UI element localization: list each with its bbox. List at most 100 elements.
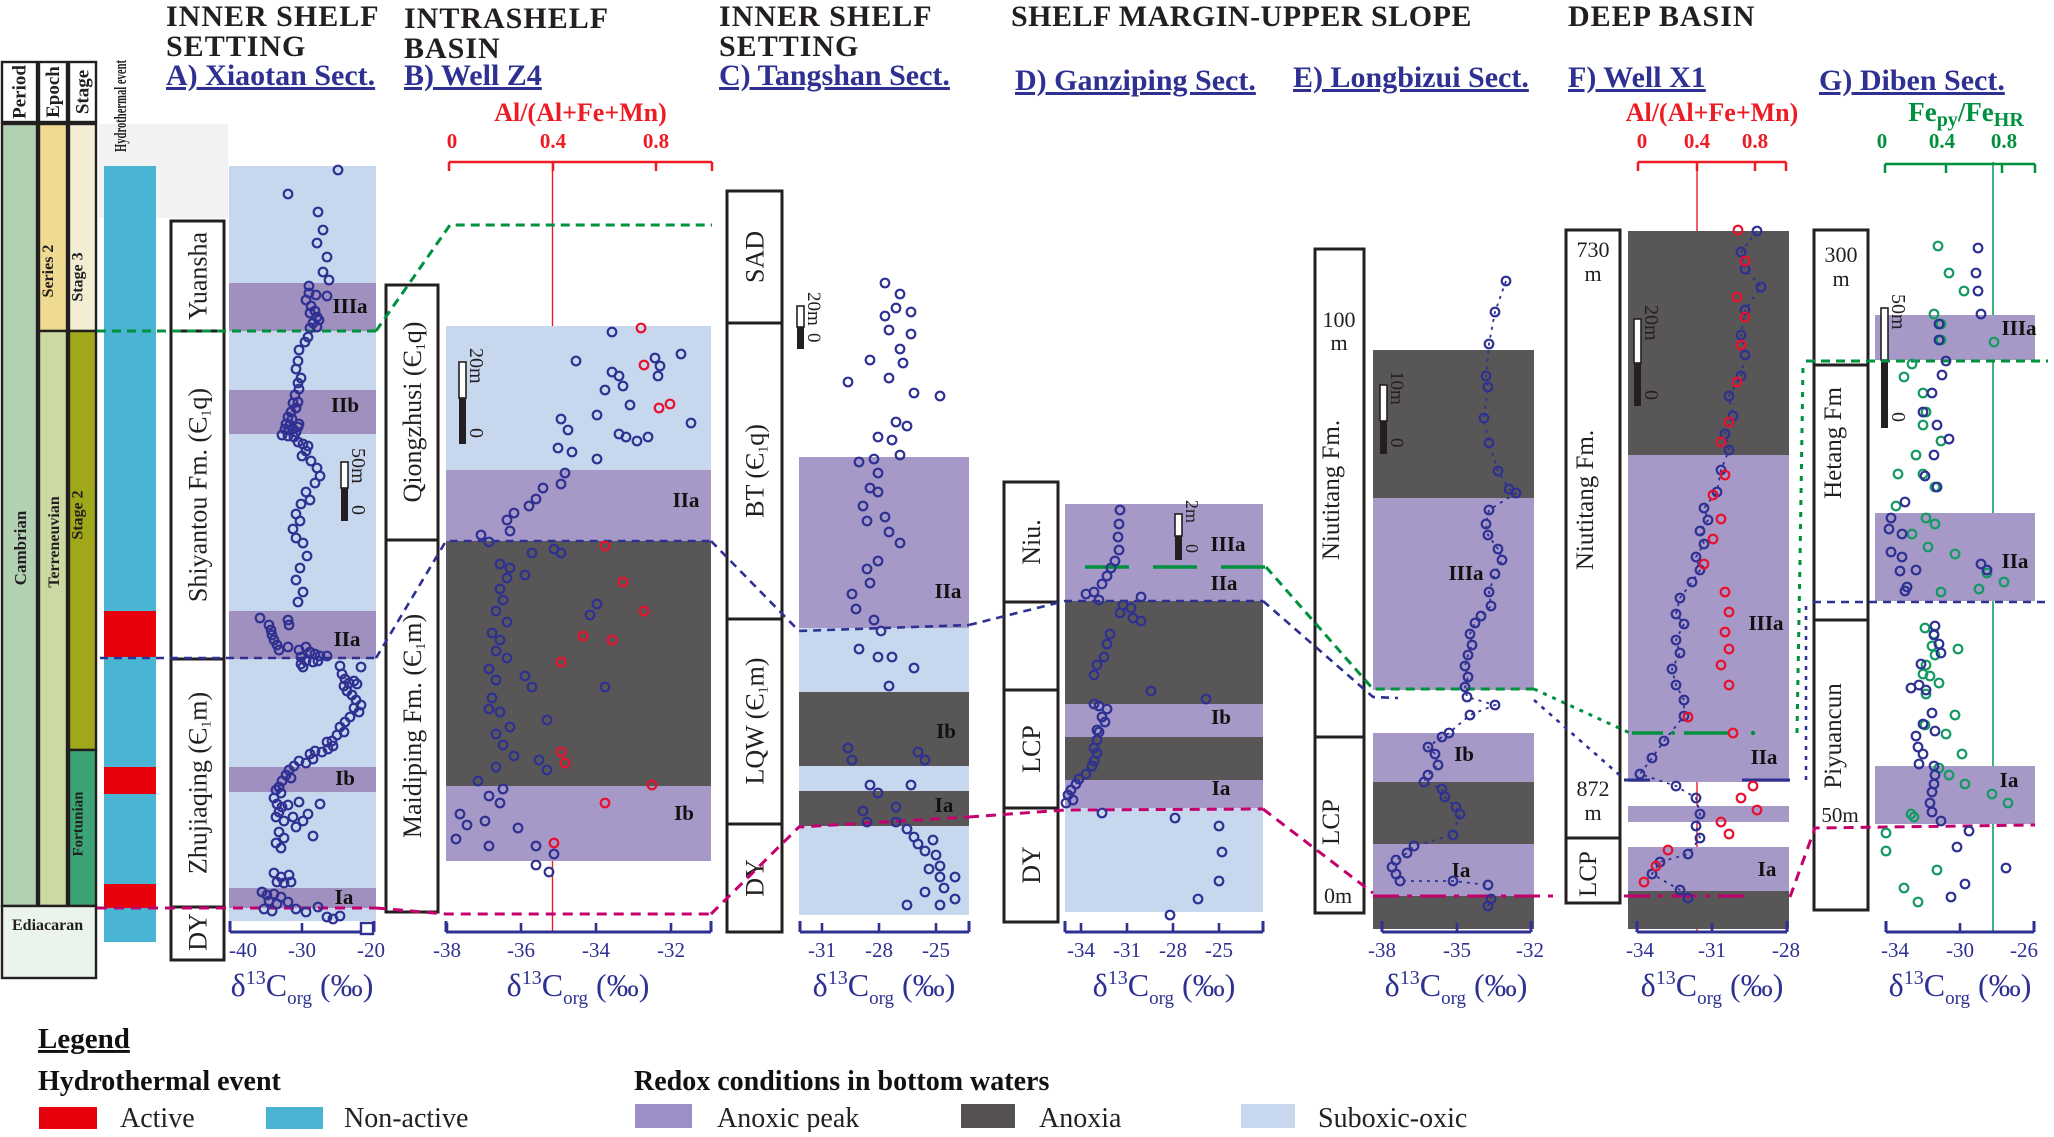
svg-text:300: 300 (1825, 242, 1858, 267)
svg-text:Ia: Ia (935, 793, 954, 817)
svg-text:-26: -26 (2010, 938, 2038, 962)
svg-text:Ib: Ib (335, 766, 355, 790)
svg-text:IIa: IIa (673, 488, 700, 512)
svg-text:E) Longbizui Sect.: E) Longbizui Sect. (1293, 61, 1529, 94)
svg-text:-38: -38 (433, 938, 461, 962)
svg-text:0: 0 (1640, 390, 1662, 400)
svg-text:SETTING: SETTING (719, 30, 859, 63)
svg-text:0: 0 (1386, 438, 1407, 448)
svg-text:Ib: Ib (1211, 705, 1231, 729)
svg-text:Piyuancun: Piyuancun (1820, 683, 1847, 789)
svg-text:C) Tangshan Sect.: C) Tangshan Sect. (719, 59, 950, 92)
svg-text:Non-active: Non-active (344, 1103, 468, 1132)
svg-text:Ib: Ib (1454, 742, 1474, 766)
svg-text:F) Well X1: F) Well X1 (1568, 61, 1706, 94)
svg-text:IIb: IIb (331, 393, 359, 417)
svg-text:Stage 2: Stage 2 (70, 490, 87, 539)
svg-text:0.4: 0.4 (1684, 129, 1711, 153)
svg-text:-32: -32 (657, 938, 685, 962)
svg-text:-28: -28 (1159, 938, 1187, 962)
svg-text:-36: -36 (507, 938, 535, 962)
svg-text:0: 0 (1877, 129, 1888, 153)
svg-text:Ia: Ia (1758, 857, 1777, 881)
svg-text:100: 100 (1323, 307, 1356, 332)
svg-text:δ13Corg (‰): δ13Corg (‰) (1385, 967, 1528, 1009)
svg-text:Stage: Stage (73, 70, 94, 114)
svg-text:-25: -25 (922, 938, 950, 962)
svg-text:-34: -34 (1626, 938, 1654, 962)
svg-text:-31: -31 (1698, 938, 1726, 962)
svg-text:-35: -35 (1443, 938, 1471, 962)
svg-text:-34: -34 (1881, 938, 1909, 962)
svg-text:Redox conditions in bottom wat: Redox conditions in bottom waters (634, 1066, 1049, 1097)
svg-text:INNER SHELF: INNER SHELF (166, 0, 380, 33)
svg-text:Al/(Al+Fe+Mn): Al/(Al+Fe+Mn) (1626, 98, 1799, 127)
svg-text:Ia: Ia (1212, 776, 1231, 800)
svg-text:20m: 20m (465, 348, 487, 384)
svg-text:-31: -31 (1113, 938, 1141, 962)
svg-text:0.8: 0.8 (1742, 129, 1768, 153)
svg-text:-28: -28 (1772, 938, 1800, 962)
svg-text:A) Xiaotan Sect.: A) Xiaotan Sect. (166, 59, 375, 92)
svg-text:2m: 2m (1182, 500, 1202, 523)
svg-text:DY: DY (1017, 846, 1046, 884)
svg-text:Niutitang Fm.: Niutitang Fm. (1318, 420, 1345, 560)
svg-text:G) Diben Sect.: G) Diben Sect. (1819, 64, 2005, 97)
svg-text:IIa: IIa (2002, 549, 2029, 573)
svg-text:Maidiping Fm. (Є1m): Maidiping Fm. (Є1m) (398, 614, 429, 838)
svg-text:Anoxia: Anoxia (1039, 1103, 1122, 1132)
svg-text:-28: -28 (865, 938, 893, 962)
svg-text:-20: -20 (357, 938, 385, 962)
svg-text:IIa: IIa (1751, 745, 1778, 769)
svg-text:-34: -34 (582, 938, 610, 962)
svg-text:20m: 20m (803, 292, 824, 326)
svg-text:0.8: 0.8 (643, 129, 669, 153)
svg-text:Epoch: Epoch (43, 66, 64, 118)
svg-text:IIIa: IIIa (1748, 611, 1784, 635)
svg-text:Fortunian: Fortunian (71, 791, 87, 857)
svg-text:Terreneuvian: Terreneuvian (46, 496, 63, 588)
svg-text:-31: -31 (808, 938, 836, 962)
svg-text:Series 2: Series 2 (40, 245, 57, 298)
svg-text:BASIN: BASIN (404, 32, 501, 65)
svg-text:Hetang Fm: Hetang Fm (1820, 387, 1847, 499)
svg-text:0: 0 (347, 505, 369, 515)
svg-text:IIa: IIa (935, 579, 962, 603)
svg-text:Zhujiaqing (Є1m): Zhujiaqing (Є1m) (184, 692, 215, 874)
svg-text:m: m (1832, 266, 1849, 291)
svg-text:B) Well Z4: B) Well Z4 (404, 59, 542, 92)
svg-text:LCP: LCP (1575, 851, 1602, 897)
svg-text:872: 872 (1577, 776, 1610, 801)
svg-text:-38: -38 (1368, 938, 1396, 962)
svg-text:LCP: LCP (1017, 725, 1046, 773)
svg-text:IIIa: IIIa (1210, 532, 1246, 556)
svg-text:IIa: IIa (334, 627, 361, 651)
svg-text:-25: -25 (1205, 938, 1233, 962)
svg-text:0.8: 0.8 (1991, 129, 2017, 153)
svg-text:Ia: Ia (2000, 768, 2019, 792)
svg-text:0: 0 (465, 428, 487, 438)
svg-text:0: 0 (1182, 544, 1202, 553)
svg-text:Anoxic peak: Anoxic peak (717, 1103, 859, 1132)
svg-text:Yuansha: Yuansha (184, 231, 213, 320)
svg-text:0: 0 (447, 129, 458, 153)
svg-text:Hydrothermal event: Hydrothermal event (38, 1066, 282, 1097)
svg-text:m: m (1584, 261, 1601, 286)
svg-text:Active: Active (120, 1103, 195, 1132)
svg-text:Suboxic-oxic: Suboxic-oxic (1318, 1103, 1467, 1132)
svg-text:DEEP BASIN: DEEP BASIN (1568, 0, 1756, 33)
svg-text:Ib: Ib (936, 719, 956, 743)
svg-text:Niutitang Fm.: Niutitang Fm. (1572, 430, 1599, 570)
svg-text:Ia: Ia (1452, 858, 1471, 882)
svg-text:Ib: Ib (674, 801, 694, 825)
svg-text:Cambrian: Cambrian (11, 510, 30, 585)
svg-text:Hydrothermal event: Hydrothermal event (111, 60, 130, 152)
svg-text:SETTING: SETTING (166, 30, 306, 63)
svg-text:0m: 0m (1324, 883, 1352, 908)
svg-text:IIIa: IIIa (1448, 561, 1484, 585)
svg-text:Stage 3: Stage 3 (70, 252, 87, 301)
svg-text:INNER SHELF: INNER SHELF (719, 0, 933, 33)
svg-text:Legend: Legend (38, 1023, 130, 1055)
svg-text:DY: DY (741, 859, 770, 897)
svg-text:-30: -30 (1946, 938, 1974, 962)
